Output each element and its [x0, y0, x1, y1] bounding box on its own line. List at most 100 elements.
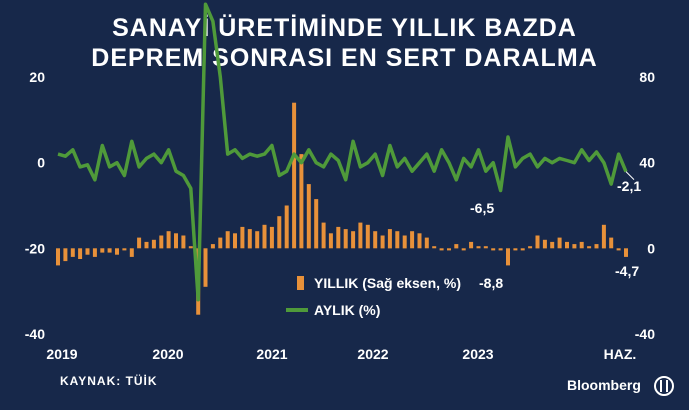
- bar: [328, 233, 333, 249]
- bar: [513, 248, 518, 251]
- left-tick-label: 0: [37, 155, 45, 171]
- bar: [373, 231, 378, 249]
- bar: [528, 246, 533, 249]
- bar: [107, 248, 112, 253]
- bar: [535, 235, 540, 249]
- bar: [233, 233, 237, 249]
- bar: [542, 239, 547, 249]
- bar: [343, 229, 348, 249]
- bar: [210, 244, 215, 249]
- x-tick-label: 2020: [152, 346, 183, 362]
- x-tick-label: HAZ.: [604, 346, 637, 362]
- line-path: [57, 2, 628, 302]
- bar: [115, 248, 119, 255]
- bar: [402, 235, 407, 249]
- legend-line-swatch: [286, 308, 308, 312]
- bar: [314, 199, 319, 249]
- bar: [144, 241, 149, 249]
- annotation-label: -8,8: [479, 275, 503, 291]
- bar: [188, 246, 193, 249]
- line-series: [57, 2, 628, 302]
- right-tick-label: 40: [639, 155, 655, 171]
- bar: [336, 226, 341, 249]
- bar: [498, 248, 503, 251]
- bar: [129, 248, 134, 257]
- x-tick-label: 2022: [357, 346, 388, 362]
- x-tick-label: 2023: [462, 346, 493, 362]
- broadcast-logo-icon: [654, 376, 674, 396]
- right-tick-label: 0: [647, 240, 655, 256]
- legend: YILLIK (Sağ eksen, %) AYLIK (%): [286, 275, 461, 318]
- bar: [85, 248, 90, 255]
- bar: [609, 237, 614, 249]
- bar: [417, 233, 422, 249]
- annotation-label: -2,1: [617, 178, 641, 194]
- bar: [432, 246, 437, 249]
- annotation-label: -4,7: [615, 263, 639, 279]
- bar: [550, 241, 555, 249]
- bar: [579, 241, 584, 249]
- bar: [424, 237, 429, 249]
- bar: [284, 205, 289, 249]
- bar: [461, 248, 466, 251]
- bar: [306, 184, 311, 249]
- bar: [395, 231, 400, 249]
- chart-title-line-2: DEPREM SONRASI EN SERT DARALMA: [91, 44, 598, 72]
- x-tick-label: 2019: [46, 346, 77, 362]
- left-tick-label: 20: [29, 69, 45, 85]
- bar: [137, 237, 142, 249]
- bar: [601, 224, 606, 249]
- bar: [151, 239, 156, 249]
- bar: [491, 248, 496, 251]
- bar: [439, 248, 444, 251]
- bar: [70, 248, 75, 257]
- bar: [351, 231, 356, 249]
- bar: [277, 216, 282, 249]
- bar: [92, 248, 97, 257]
- brand-label: Bloomberg: [567, 377, 641, 393]
- left-tick-label: -40: [25, 326, 45, 342]
- bar: [247, 229, 252, 249]
- bar: [321, 222, 326, 249]
- bar: [262, 224, 267, 249]
- bar: [557, 237, 562, 249]
- bar: [380, 235, 385, 249]
- source-label: KAYNAK: TÜİK: [60, 374, 158, 388]
- annotation-label: -6,5: [470, 200, 494, 216]
- bar: [410, 231, 415, 249]
- bar: [506, 248, 510, 266]
- bar: [63, 248, 68, 262]
- chart-title-line-1: SANAYİ ÜRETİMİNDE YILLIK BAZDA: [112, 14, 577, 42]
- bar: [240, 226, 245, 249]
- annotation-leader: [625, 171, 635, 181]
- bar: [100, 248, 105, 253]
- bar: [255, 231, 260, 249]
- right-tick-label: -40: [635, 326, 655, 342]
- x-tick-label: 2021: [256, 346, 287, 362]
- bar: [594, 244, 599, 249]
- bar: [203, 248, 208, 287]
- bar: [476, 246, 481, 249]
- bar: [292, 102, 297, 249]
- bar: [166, 231, 171, 249]
- bar: [587, 246, 592, 249]
- bar: [387, 229, 392, 249]
- bar: [218, 237, 223, 249]
- bar: [358, 222, 363, 249]
- bar: [447, 248, 451, 251]
- bar: [565, 241, 569, 249]
- bar: [365, 224, 370, 249]
- bar: [469, 241, 474, 249]
- bar: [56, 248, 60, 266]
- bar: [483, 246, 488, 249]
- bar: [225, 231, 230, 249]
- bar: [269, 226, 274, 249]
- bar: [174, 233, 178, 249]
- legend-line-label: AYLIK (%): [314, 302, 380, 318]
- bar: [299, 154, 304, 249]
- right-tick-label: 80: [639, 69, 655, 85]
- legend-bar-label: YILLIK (Sağ eksen, %): [314, 275, 461, 291]
